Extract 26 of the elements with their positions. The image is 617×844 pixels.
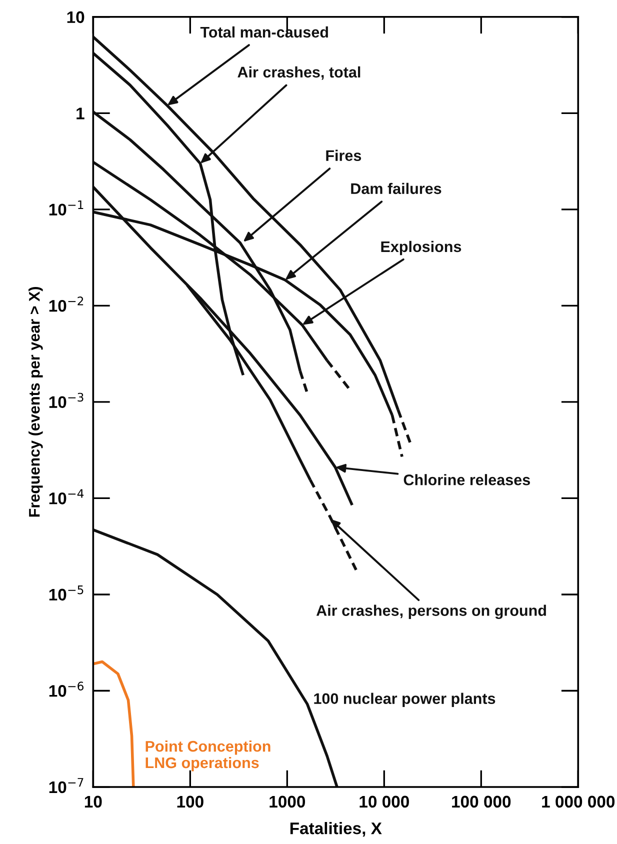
y-tick-label: 10$^{−5}$ bbox=[49, 586, 84, 601]
x-tick-label: 1000 bbox=[270, 796, 306, 808]
y-tick-label: 10$^{−3}$ bbox=[49, 392, 84, 408]
y-tick-label: 10$^{−4}$ bbox=[49, 489, 84, 504]
annotation: Total man-caused bbox=[200, 26, 328, 38]
x-tick-label: 10 bbox=[84, 796, 102, 808]
y-tick-label: 10$^{−6}$ bbox=[49, 682, 84, 697]
x-axis-title: Fatalities, X bbox=[290, 822, 382, 837]
x-tick-label: 10 000 bbox=[360, 796, 409, 808]
y-axis-title: Frequency (events per year > X) bbox=[28, 287, 43, 517]
y-tick-label: 10 bbox=[67, 11, 84, 24]
x-tick-label: 100 000 bbox=[452, 796, 511, 808]
annotation: Air crashes, total bbox=[238, 66, 360, 80]
y-tick-label: 10$^{−7}$ bbox=[49, 778, 84, 794]
annotation: Air crashes, persons on ground bbox=[316, 604, 546, 620]
annotation: 100 nuclear power plants bbox=[314, 692, 496, 708]
annotation: Dam failures bbox=[351, 182, 442, 194]
annotation: Point Conception LNG operations bbox=[146, 740, 270, 772]
y-tick-label: 10$^{−1}$ bbox=[49, 200, 84, 216]
x-tick-label: 1 000 000 bbox=[542, 796, 615, 808]
y-tick-label: 1 bbox=[76, 108, 84, 120]
x-tick-label: 100 bbox=[177, 796, 204, 808]
annotation: Chlorine releases bbox=[404, 474, 530, 486]
annotation: Explosions bbox=[381, 240, 462, 256]
y-tick-label: 10$^{−2}$ bbox=[49, 296, 84, 312]
annotation: Fires bbox=[326, 150, 362, 161]
